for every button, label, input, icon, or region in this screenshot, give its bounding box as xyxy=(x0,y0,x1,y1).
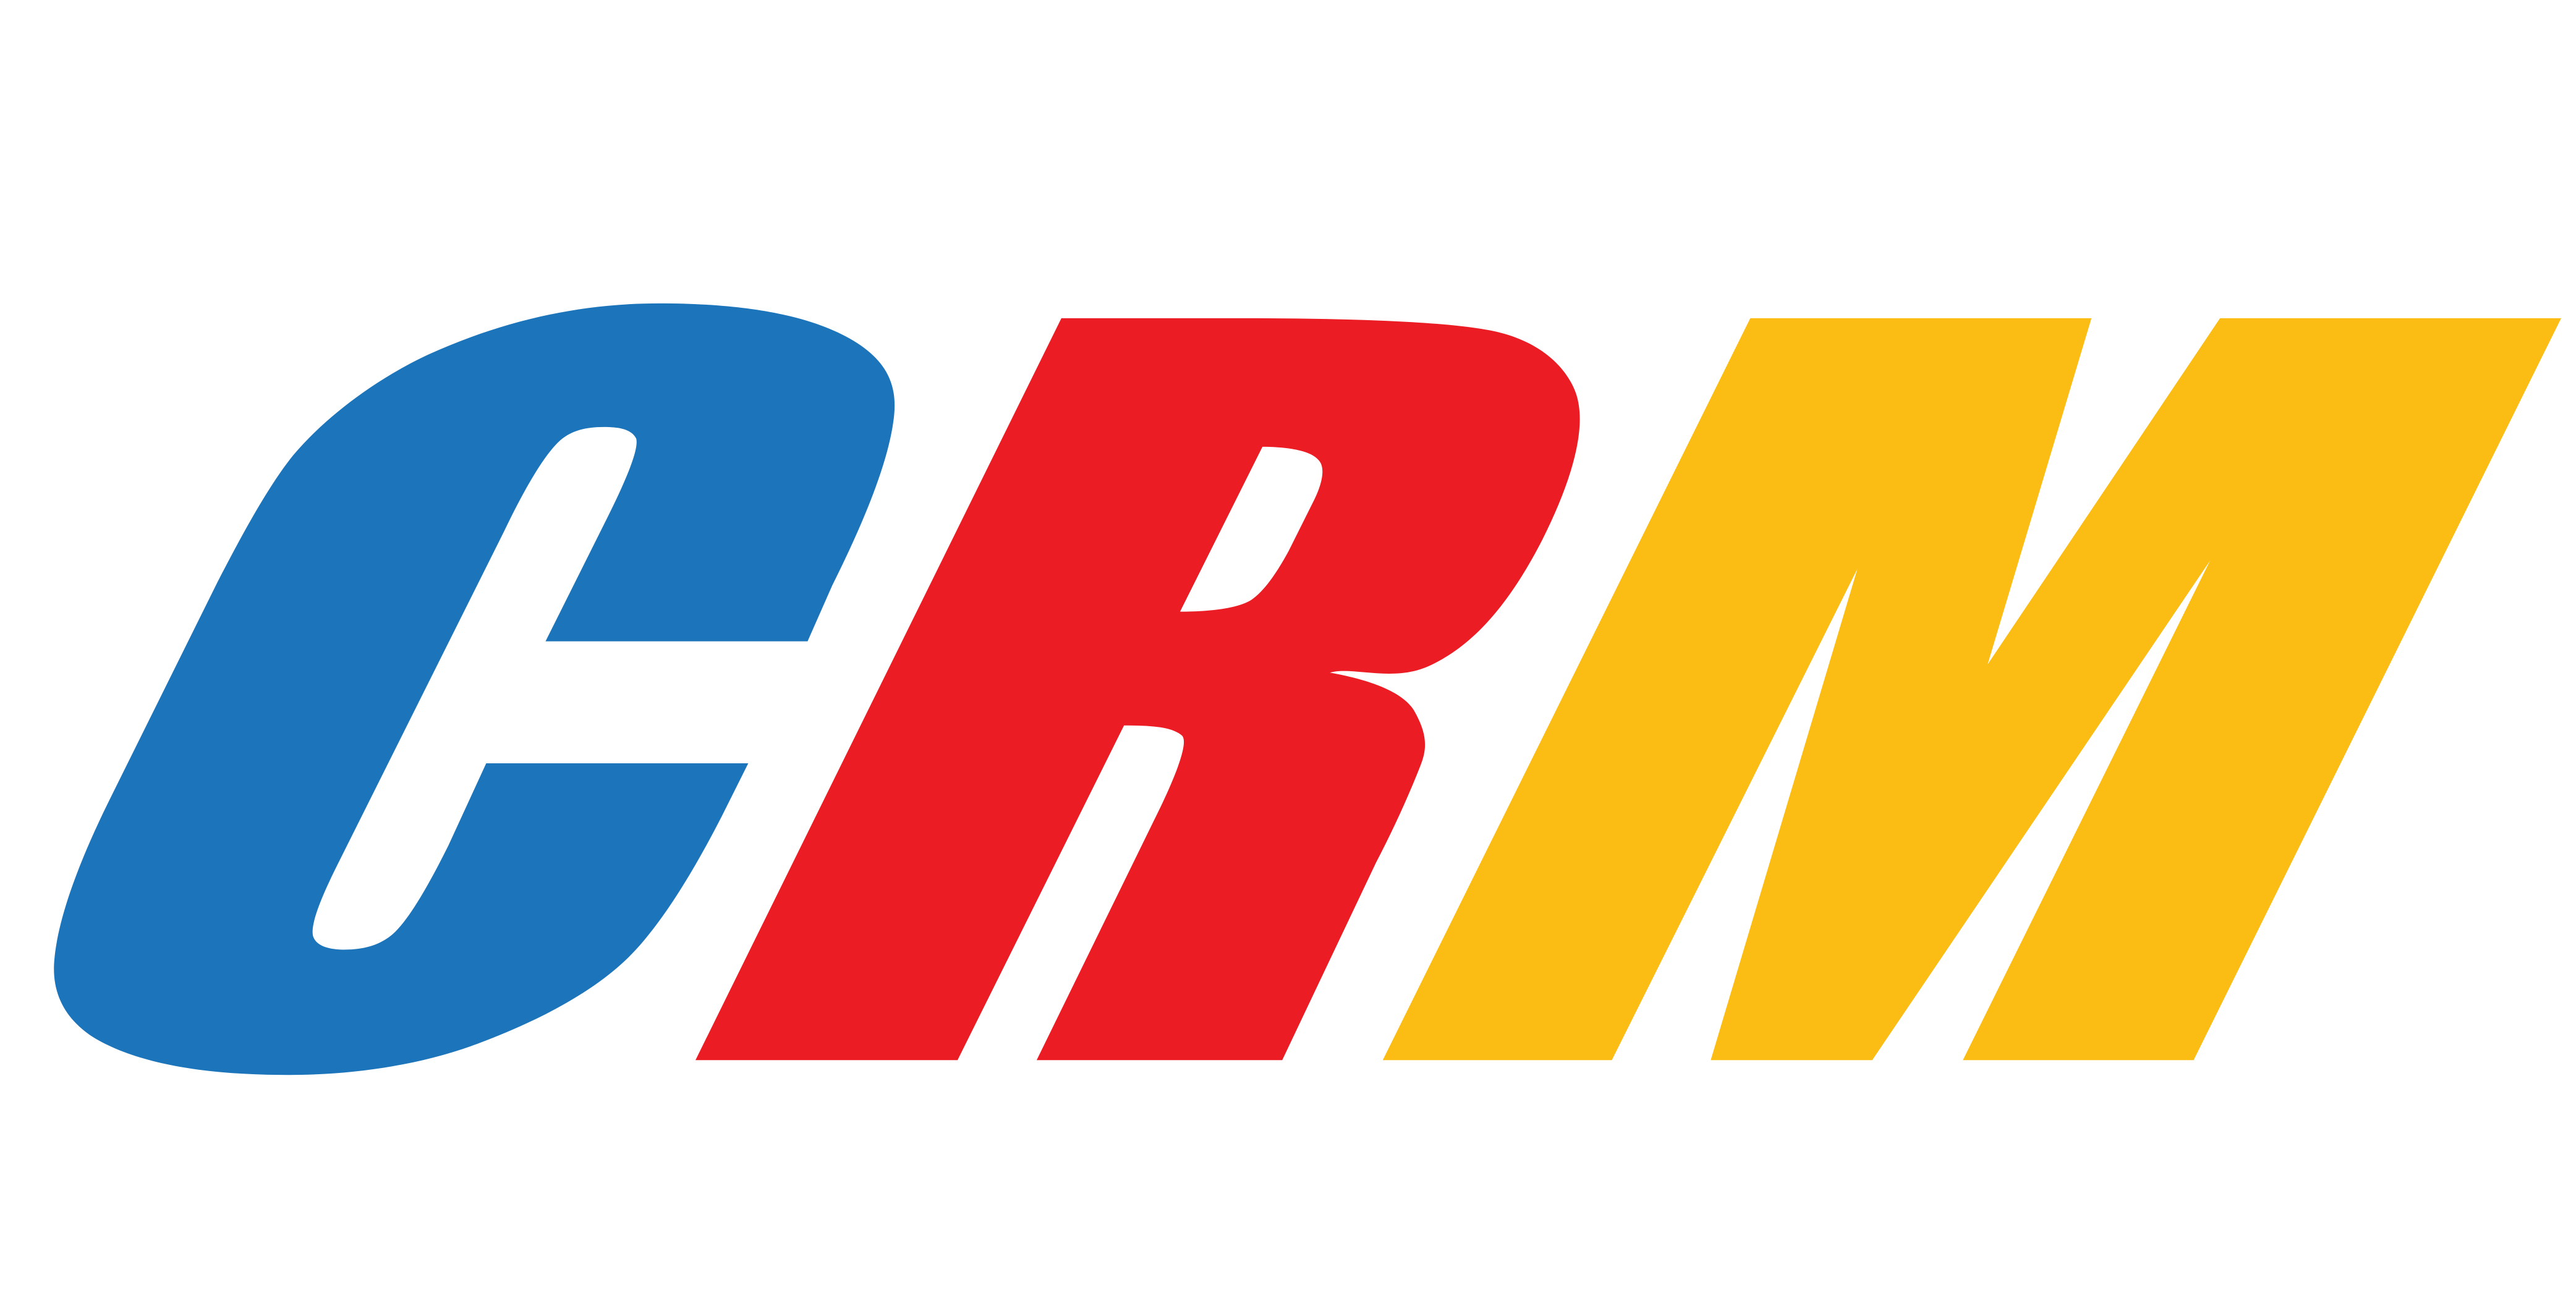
letter-c xyxy=(54,303,895,1075)
letter-r xyxy=(695,318,1580,1061)
letter-m xyxy=(1382,318,2562,1061)
